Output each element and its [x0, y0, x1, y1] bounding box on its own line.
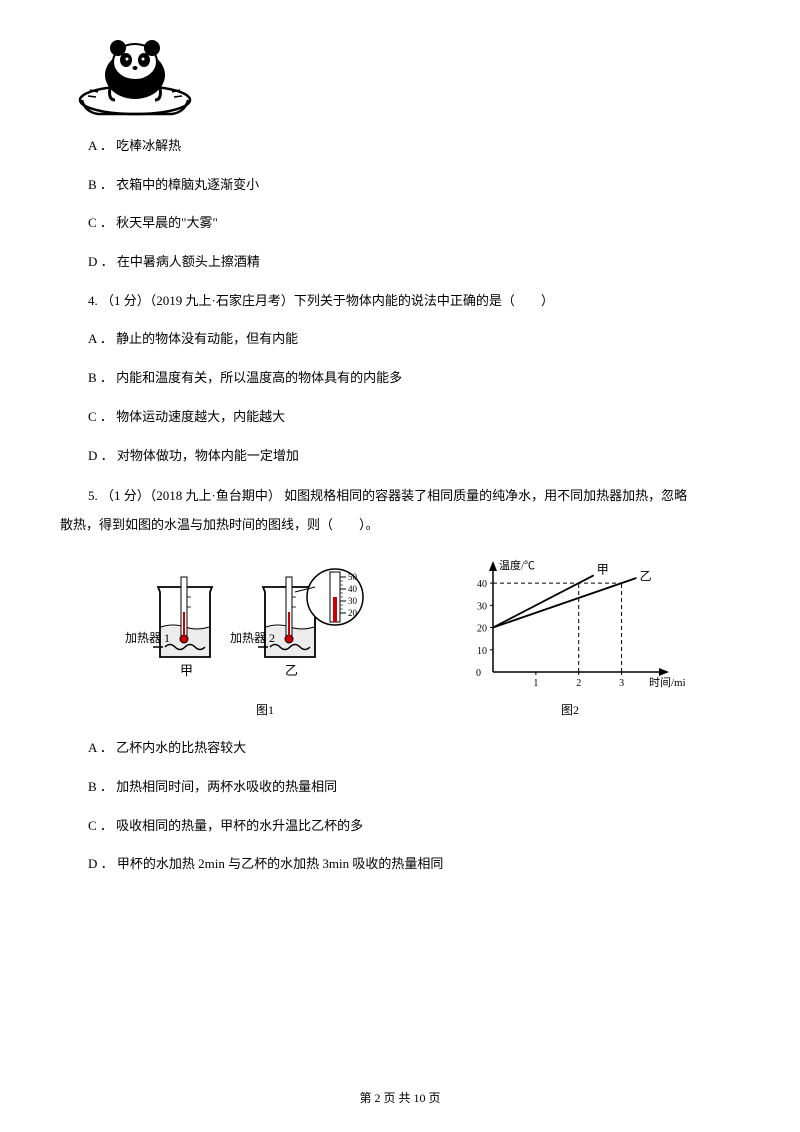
q4-option-a: A ． 静止的物体没有动能，但有内能	[88, 327, 740, 352]
panda-basin-icon	[70, 30, 200, 120]
svg-text:50: 50	[348, 572, 358, 582]
q5-option-d: D ． 甲杯的水加热 2min 与乙杯的水加热 3min 吸收的热量相同	[88, 852, 740, 877]
q4-option-c: C ． 物体运动速度越大，内能越大	[88, 405, 740, 430]
svg-text:1: 1	[533, 678, 538, 689]
q5-option-b: B ． 加热相同时间，两杯水吸收的热量相同	[88, 775, 740, 800]
q5-stem-line1: 5. （1 分）（2018 九上·鱼台期中） 如图规格相同的容器装了相同质量的纯…	[60, 482, 740, 511]
heater2-label: 加热器 2	[230, 631, 275, 645]
svg-text:40: 40	[348, 584, 358, 594]
svg-text:40: 40	[477, 579, 487, 590]
temperature-chart-icon: 0 10 20 30 40 1 2 3 甲 乙 温度/℃ 时间/min	[455, 557, 685, 697]
cup1-label: 甲	[180, 663, 193, 678]
svg-text:温度/℃: 温度/℃	[499, 558, 535, 572]
beakers-icon: 加热器 1 甲	[115, 557, 415, 697]
svg-text:2: 2	[576, 678, 581, 689]
q5-fig1: 加热器 1 甲	[115, 557, 415, 722]
svg-text:乙: 乙	[640, 569, 652, 583]
fig1-caption: 图1	[256, 699, 274, 722]
svg-text:10: 10	[477, 646, 487, 657]
q3-figure	[70, 30, 200, 120]
svg-text:甲: 甲	[597, 563, 609, 577]
q5-stem-line2: 散热，得到如图的水温与加热时间的图线，则（ ）。	[60, 511, 740, 540]
q5-stem: 5. （1 分）（2018 九上·鱼台期中） 如图规格相同的容器装了相同质量的纯…	[60, 482, 740, 539]
svg-text:时间/min: 时间/min	[649, 676, 685, 689]
q5-option-c: C ． 吸收相同的热量，甲杯的水升温比乙杯的多	[88, 814, 740, 839]
q4-stem: 4. （1 分）（2019 九上·石家庄月考）下列关于物体内能的说法中正确的是（…	[88, 289, 740, 314]
svg-text:20: 20	[477, 624, 487, 635]
svg-text:20: 20	[348, 608, 358, 618]
cup2-label: 乙	[285, 663, 298, 678]
q5-figures: 加热器 1 甲	[60, 557, 740, 722]
q3-option-d: D ． 在中暑病人额头上擦酒精	[88, 250, 740, 275]
q5-fig2: 0 10 20 30 40 1 2 3 甲 乙 温度/℃ 时间/min 图2	[455, 557, 685, 722]
svg-text:3: 3	[619, 678, 624, 689]
q3-option-a: A ． 吃棒冰解热	[88, 134, 740, 159]
heater1-label: 加热器 1	[125, 631, 170, 645]
q5-option-a: A ． 乙杯内水的比热容较大	[88, 736, 740, 761]
q3-option-c: C ． 秋天早晨的"大雾"	[88, 211, 740, 236]
svg-text:0: 0	[476, 668, 481, 679]
svg-text:30: 30	[348, 596, 358, 606]
q3-option-b: B ． 衣箱中的樟脑丸逐渐变小	[88, 173, 740, 198]
page-footer: 第 2 页 共 10 页	[0, 1087, 800, 1110]
q4-option-b: B ． 内能和温度有关，所以温度高的物体具有的内能多	[88, 366, 740, 391]
fig2-caption: 图2	[561, 699, 579, 722]
q4-option-d: D ． 对物体做功，物体内能一定增加	[88, 444, 740, 469]
svg-text:30: 30	[477, 602, 487, 613]
